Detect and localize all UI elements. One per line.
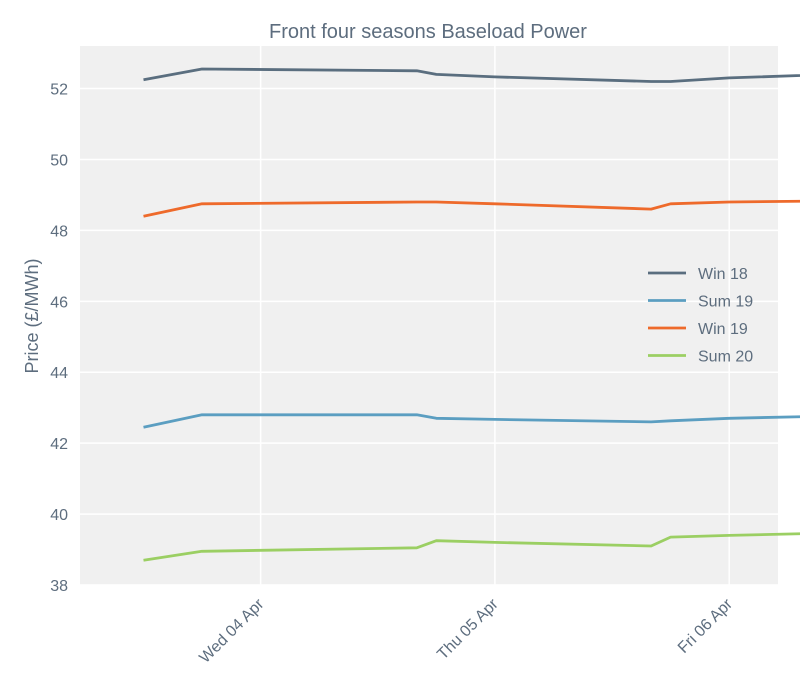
- chart-title: Front four seasons Baseload Power: [269, 21, 587, 43]
- y-tick-label: 44: [50, 365, 68, 382]
- x-axis-ticks: Wed 04 Apr Thu 05 Apr Fri 06 Apr: [196, 595, 736, 666]
- x-tick-label: Thu 05 Apr: [434, 595, 502, 663]
- y-tick-label: 50: [50, 152, 68, 169]
- legend-label: Sum 20: [698, 349, 753, 366]
- y-axis-label: Price (£/MWh): [22, 258, 42, 373]
- series-line-sum-19: [143, 413, 800, 429]
- legend: Win 18 Sum 19 Win 19 Sum 20: [648, 266, 753, 366]
- grid-lines: [80, 46, 778, 586]
- y-tick-label: 46: [50, 294, 68, 311]
- y-tick-label: 42: [50, 436, 68, 453]
- legend-label: Sum 19: [698, 294, 753, 311]
- x-tick-label: Wed 04 Apr: [196, 595, 267, 666]
- series-line-win-19: [143, 199, 800, 218]
- legend-label: Win 19: [698, 321, 748, 338]
- legend-label: Win 18: [698, 266, 748, 283]
- y-tick-label: 40: [50, 507, 68, 524]
- plot-area: [80, 46, 778, 585]
- series-line-sum-20: [143, 532, 800, 562]
- series-line-win-18: [143, 67, 800, 83]
- x-tick-label: Fri 06 Apr: [675, 595, 737, 657]
- series-lines: [143, 67, 800, 562]
- y-tick-label: 38: [50, 578, 68, 595]
- y-axis-ticks: 38 40 42 44 46 48 50 52: [50, 82, 68, 595]
- y-tick-label: 48: [50, 223, 68, 240]
- y-tick-label: 52: [50, 82, 68, 99]
